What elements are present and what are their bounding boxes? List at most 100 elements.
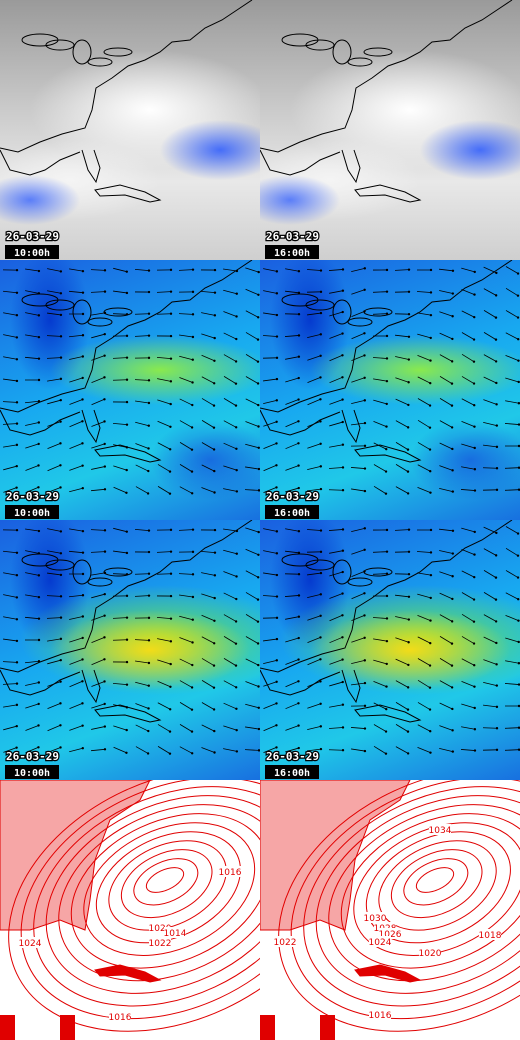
arrow-head <box>81 724 84 727</box>
arrow-head <box>169 425 172 428</box>
wind-arrow <box>2 661 18 663</box>
arrow-head <box>341 726 345 729</box>
arrow-head <box>429 336 432 340</box>
date-label: 26-03-29 <box>6 490 59 503</box>
arrow-head <box>125 573 129 576</box>
coastline <box>81 669 101 704</box>
arrow-head <box>213 619 216 622</box>
wind-arrow <box>307 615 321 621</box>
arrow-head <box>169 312 173 315</box>
wind-arrow <box>90 551 106 553</box>
wind-arrow <box>157 486 171 494</box>
isobar <box>108 840 227 931</box>
arrow-head <box>385 662 388 666</box>
wind-arrow <box>135 421 149 427</box>
arrow-head <box>319 593 323 596</box>
wind-arrow <box>201 312 215 316</box>
time-label: 10:00h <box>14 248 50 259</box>
wind-arrow <box>112 639 128 641</box>
arrow-head <box>168 752 172 755</box>
wind-arrow <box>285 659 299 665</box>
wind-arrow <box>245 421 259 427</box>
wind-arrow <box>25 486 39 494</box>
arrow-head <box>213 751 216 754</box>
arrow-head <box>15 682 19 685</box>
wind-arrow <box>245 658 259 666</box>
arrow-head <box>125 334 129 338</box>
wind-arrow <box>47 550 61 554</box>
arrow-head <box>495 727 499 730</box>
coastline <box>81 409 101 444</box>
map-panel: 26-03-29 16:00h <box>260 0 520 260</box>
arrow-head <box>212 426 216 429</box>
wind-arrow <box>113 550 127 554</box>
arrow-head <box>59 573 63 577</box>
wind-arrow <box>223 614 237 622</box>
coastline <box>341 669 361 704</box>
coastline <box>260 409 341 436</box>
arrow-head <box>517 662 520 665</box>
arrow-head <box>473 706 476 710</box>
arrow-head <box>15 661 19 664</box>
arrow-head <box>297 702 300 705</box>
wind-arrow <box>201 420 215 428</box>
wind-arrow <box>285 637 299 643</box>
wind-arrow <box>329 550 343 554</box>
wind-arrow <box>179 615 193 621</box>
wind-arrow <box>135 486 149 494</box>
arrow-head <box>15 314 19 317</box>
wind-arrow <box>156 551 172 553</box>
wind-arrow <box>307 593 321 599</box>
arrow-head <box>407 641 410 644</box>
wind-arrow <box>24 660 40 664</box>
wind-arrow <box>91 703 105 709</box>
wind-arrow <box>47 290 61 294</box>
arrow-head <box>147 729 150 733</box>
arrow-head <box>385 334 389 338</box>
arrow-head <box>37 552 41 555</box>
wind-arrow <box>483 376 497 384</box>
arrow-head <box>81 312 85 316</box>
arrow-head <box>191 618 194 621</box>
wind-arrow <box>351 311 365 317</box>
wind-arrow <box>244 749 260 751</box>
coastline <box>0 260 253 413</box>
arrow-head <box>473 664 476 667</box>
arrow-head <box>407 528 411 531</box>
isobar-label: 1022 <box>149 939 172 949</box>
arrow-head <box>234 382 238 385</box>
wind-arrow <box>263 290 277 294</box>
wind-arrow <box>90 529 106 531</box>
wind-arrow <box>2 423 18 425</box>
arrow-head <box>256 620 260 623</box>
isobar <box>340 813 520 969</box>
wind-arrow <box>351 422 365 426</box>
time-box <box>265 505 319 519</box>
wind-arrow <box>245 681 259 687</box>
wind-arrow <box>178 573 194 575</box>
arrow-head <box>235 728 238 732</box>
arrow-head <box>256 598 260 601</box>
arrow-head <box>406 492 410 495</box>
arrow-head <box>190 470 194 473</box>
wind-arrow <box>245 354 259 362</box>
wind-arrow <box>285 442 299 450</box>
arrow-head <box>319 398 322 401</box>
arrow-head <box>275 464 278 467</box>
label-bg <box>374 922 396 933</box>
wind-arrow <box>69 725 83 731</box>
wind-arrow <box>329 421 343 427</box>
arrow-head <box>275 595 279 598</box>
wind-arrow <box>461 680 475 688</box>
wind-arrow <box>263 487 277 493</box>
wind-arrow <box>439 398 453 406</box>
wind-arrow <box>439 571 453 577</box>
arrow-head <box>213 491 216 494</box>
arrow-head <box>385 402 388 406</box>
arrow-head <box>429 641 432 645</box>
wind-arrow <box>483 614 497 622</box>
arrow-head <box>451 750 455 753</box>
wind-arrow <box>417 680 431 688</box>
arrow-head <box>125 491 128 494</box>
arrow-head <box>125 378 129 381</box>
